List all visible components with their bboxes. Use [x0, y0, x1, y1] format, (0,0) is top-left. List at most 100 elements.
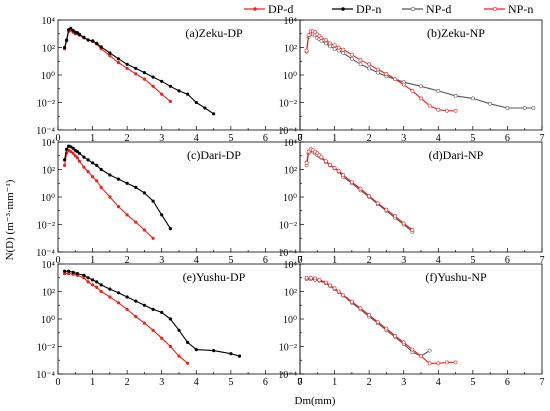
legend-marker-DP-n — [341, 7, 345, 11]
x-tick-label: 5 — [470, 133, 475, 144]
data-point-DP-d — [134, 72, 138, 76]
x-tick-label: 4 — [436, 133, 441, 144]
y-tick-label: 10⁻⁴ — [36, 370, 55, 381]
data-point-NP-n — [427, 361, 432, 366]
x-tick-label: 1 — [90, 255, 95, 266]
data-point-NP-n — [444, 108, 449, 113]
data-point-DP-n — [95, 163, 99, 167]
x-tick-label: 7 — [298, 377, 303, 388]
data-point-DP-n — [168, 227, 172, 231]
series-line-DP-n — [64, 145, 171, 229]
data-point-DP-n — [95, 280, 99, 284]
data-point-DP-d — [168, 344, 172, 349]
data-point-DP-d — [116, 205, 121, 209]
data-point-DP-n — [160, 310, 164, 314]
data-point-NP-d — [488, 101, 493, 106]
data-point-DP-d — [142, 228, 146, 232]
x-tick-label: 1 — [332, 133, 337, 144]
data-point-DP-n — [99, 283, 103, 287]
data-point-DP-n — [63, 158, 67, 162]
data-point-NP-n — [393, 333, 398, 338]
data-point-NP-n — [367, 193, 372, 198]
x-tick-label: 7 — [298, 255, 303, 266]
data-point-DP-n — [108, 173, 112, 177]
y-tick-label: 10⁴ — [284, 260, 298, 271]
data-point-DP-n — [108, 51, 112, 55]
data-point-DP-d — [142, 77, 146, 81]
x-tick-label: 6 — [263, 133, 268, 144]
x-tick-label: 4 — [194, 133, 199, 144]
data-point-NP-n — [419, 354, 423, 359]
data-point-DP-d — [108, 195, 112, 199]
y-tick-label: 10⁴ — [284, 138, 298, 149]
panel-title: (b)Zeku-NP — [427, 26, 485, 40]
data-point-NP-n — [308, 275, 313, 280]
data-point-NP-n — [401, 221, 406, 226]
data-point-DP-n — [82, 273, 86, 277]
plot-frame — [57, 141, 301, 253]
y-tick-label: 10⁴ — [42, 138, 56, 149]
x-tick-label: 4 — [194, 255, 199, 266]
x-tick-label: 3 — [159, 255, 164, 266]
data-point-DP-d — [116, 301, 121, 305]
data-point-NP-n — [306, 149, 311, 154]
data-point-DP-d — [82, 276, 86, 280]
data-point-DP-n — [194, 100, 198, 105]
y-tick-label: 10⁴ — [42, 16, 56, 27]
data-point-DP-d — [95, 179, 99, 183]
y-tick-label: 10⁻² — [279, 343, 297, 354]
data-point-NP-n — [436, 107, 441, 112]
data-point-DP-d — [125, 213, 129, 217]
x-tick-label: 0 — [298, 133, 303, 144]
data-point-DP-n — [212, 112, 216, 116]
x-tick-label: 2 — [367, 255, 372, 266]
data-point-NP-n — [341, 293, 346, 298]
data-point-NP-d — [531, 106, 536, 110]
data-point-DP-n — [229, 352, 233, 356]
series-line-NP-n — [306, 277, 456, 364]
data-point-NP-n — [304, 275, 309, 280]
data-point-NP-n — [410, 228, 415, 232]
data-point-NP-n — [384, 72, 389, 76]
y-tick-label: 10⁰ — [41, 315, 55, 326]
panel-title: (d)Dari-NP — [429, 148, 484, 162]
data-point-DP-d — [151, 236, 155, 240]
data-point-DP-n — [86, 276, 90, 280]
data-point-NP-d — [505, 106, 510, 110]
data-point-DP-n — [134, 66, 138, 70]
data-point-DP-d — [108, 295, 112, 299]
data-point-NP-n — [444, 360, 449, 365]
y-tick-label: 10² — [42, 44, 55, 55]
y-tick-label: 10⁰ — [283, 315, 297, 326]
data-point-DP-d — [134, 315, 138, 319]
data-point-DP-n — [91, 39, 95, 43]
y-tick-label: 10⁰ — [41, 71, 55, 82]
data-point-DP-n — [134, 185, 138, 189]
data-point-NP-n — [367, 62, 372, 67]
data-point-NP-n — [427, 103, 432, 108]
data-point-DP-d — [95, 285, 99, 289]
data-point-DP-n — [65, 147, 69, 151]
legend-label-NP-n: NP-n — [508, 2, 533, 16]
y-tick-label: 10⁻⁴ — [278, 248, 297, 259]
data-point-DP-n — [63, 269, 67, 273]
data-point-DP-d — [151, 328, 155, 332]
x-axis-label: Dm(mm) — [295, 395, 336, 407]
data-point-DP-n — [91, 278, 95, 282]
data-point-NP-d — [470, 96, 475, 101]
x-tick-label: 3 — [159, 377, 164, 388]
data-point-DP-d — [77, 159, 81, 163]
x-tick-label: 6 — [505, 133, 510, 144]
data-point-DP-n — [203, 106, 207, 110]
x-tick-label: 1 — [332, 377, 337, 388]
data-point-DP-d — [142, 321, 146, 325]
y-tick-label: 10⁰ — [283, 193, 297, 204]
y-tick-label: 10⁻² — [37, 221, 55, 232]
x-tick-label: 7 — [540, 377, 545, 388]
data-point-DP-n — [75, 272, 79, 276]
data-point-NP-n — [323, 159, 328, 164]
y-tick-label: 10⁻⁴ — [36, 126, 55, 137]
